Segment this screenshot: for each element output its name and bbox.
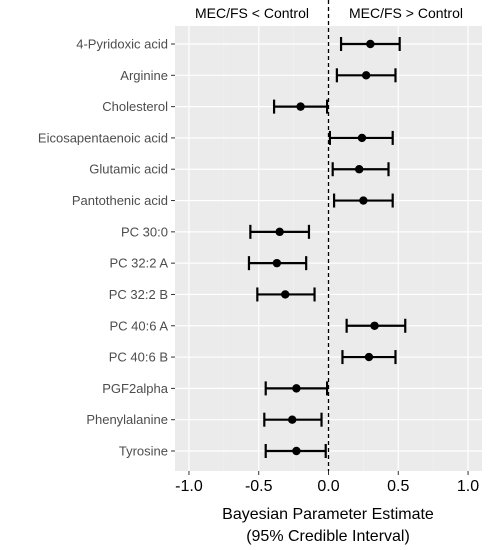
x-tick-label: 0.0 — [317, 478, 339, 495]
y-tick-label: Phenylalanine — [86, 412, 168, 427]
point-estimate — [359, 196, 368, 205]
y-tick-label: Arginine — [120, 68, 168, 83]
point-estimate — [361, 71, 371, 80]
point-estimate — [292, 384, 301, 393]
error-bar-group — [256, 287, 316, 302]
error-bar-group — [339, 37, 401, 51]
top-label-left: MEC/FS < Control — [195, 5, 309, 21]
y-tick-label: PC 40:6 A — [109, 318, 168, 333]
error-bar-group — [264, 381, 329, 396]
y-tick-label: Tyrosine — [119, 444, 168, 459]
point-estimate — [355, 165, 364, 174]
point-estimate — [364, 352, 374, 362]
point-estimate — [296, 102, 305, 111]
point-estimate — [272, 258, 282, 268]
point-estimate — [281, 290, 290, 299]
y-tick-label: PC 32:2 B — [109, 287, 168, 302]
x-tick-label: -0.5 — [245, 478, 273, 495]
point-estimate — [292, 446, 301, 456]
y-axis-ticks: 4-Pyridoxic acid Arginine Cholesterol Eicos… — [38, 37, 175, 459]
y-tick-label: PC 32:2 A — [109, 256, 168, 271]
y-tick-label: Cholesterol — [102, 99, 168, 114]
point-estimate — [370, 321, 379, 330]
error-bar-group — [341, 350, 397, 365]
error-bar-group — [332, 193, 394, 208]
error-bar-group — [272, 99, 329, 114]
error-bar-group — [263, 412, 323, 427]
error-bar-group — [335, 68, 397, 83]
data-marks — [247, 37, 407, 458]
x-tick-label: -1.0 — [175, 478, 203, 495]
x-tick-label: 1.0 — [457, 478, 479, 495]
top-label-right: MEC/FS > Control — [349, 5, 463, 21]
point-estimate — [275, 227, 284, 237]
x-axis-ticks: -1.0 -0.5 0.0 0.5 1.0 — [175, 471, 479, 495]
y-tick-label: Pantothenic acid — [72, 193, 168, 208]
y-tick-label: PGF2alpha — [102, 381, 169, 396]
y-tick-label: PC 30:0 — [121, 224, 168, 239]
error-bar-group — [328, 130, 394, 145]
error-bar-group — [264, 444, 327, 458]
y-tick-label: PC 40:6 B — [109, 350, 168, 365]
point-estimate — [357, 133, 367, 143]
x-axis-title-line1: Bayesian Parameter Estimate — [222, 506, 434, 523]
point-estimate — [288, 415, 297, 424]
point-estimate — [366, 39, 375, 49]
error-bar-group — [345, 318, 407, 333]
y-tick-label: 4-Pyridoxic acid — [76, 37, 168, 52]
y-tick-label: Glutamic acid — [89, 162, 168, 177]
error-bar-group — [249, 224, 311, 239]
x-axis-title-line2: (95% Credible Interval) — [246, 528, 410, 545]
x-tick-label: 0.5 — [387, 478, 409, 495]
error-bar-group — [331, 162, 390, 177]
error-bar-group — [247, 256, 308, 271]
y-tick-label: Eicosapentaenoic acid — [38, 130, 168, 145]
